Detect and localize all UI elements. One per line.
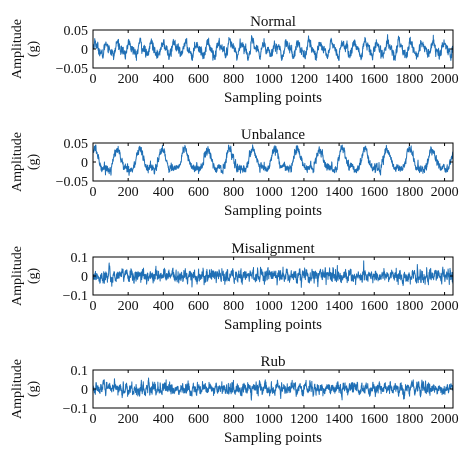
x-tick-label: 1800 bbox=[395, 412, 423, 427]
x-tick-label: 1400 bbox=[325, 185, 353, 200]
x-tick-label: 1800 bbox=[395, 72, 423, 87]
y-axis-label: Amplitude bbox=[10, 132, 25, 192]
subplot-title: Misalignment bbox=[231, 241, 315, 257]
x-tick-label: 1200 bbox=[290, 185, 318, 200]
x-tick-label: 1400 bbox=[325, 299, 353, 314]
y-tick-label: 0 bbox=[81, 43, 88, 58]
subplot-title: Rub bbox=[260, 354, 285, 370]
x-tick-label: 0 bbox=[90, 72, 97, 87]
y-tick-label: 0.05 bbox=[64, 137, 89, 152]
x-tick-label: 600 bbox=[188, 185, 209, 200]
y-tick-label: −0.1 bbox=[63, 402, 88, 417]
y-axis-label: Amplitude bbox=[10, 19, 25, 79]
y-tick-label: 0.1 bbox=[71, 251, 89, 266]
x-tick-label: 800 bbox=[223, 72, 244, 87]
x-tick-label: 1400 bbox=[325, 412, 353, 427]
signal-line bbox=[92, 144, 454, 176]
y-tick-label: −0.05 bbox=[56, 175, 88, 190]
x-tick-label: 2000 bbox=[431, 412, 459, 427]
x-tick-label: 1600 bbox=[360, 185, 388, 200]
subplot-title: Unbalance bbox=[241, 127, 305, 143]
x-tick-label: 1200 bbox=[290, 72, 318, 87]
x-tick-label: 0 bbox=[90, 185, 97, 200]
y-axis-label: Amplitude bbox=[10, 246, 25, 306]
x-tick-label: 800 bbox=[223, 299, 244, 314]
subplot-normal: Normal 0 200 400 600 800 1000 1200 1400 1600 1800 2… bbox=[10, 14, 459, 106]
x-tick-label: 200 bbox=[118, 72, 139, 87]
x-tick-label: 0 bbox=[90, 412, 97, 427]
y-tick-label: −0.1 bbox=[63, 289, 88, 304]
x-tick-label: 1600 bbox=[360, 72, 388, 87]
x-tick-label: 200 bbox=[118, 299, 139, 314]
x-tick-label: 1600 bbox=[360, 412, 388, 427]
x-tick-label: 200 bbox=[118, 185, 139, 200]
x-tick-label: 800 bbox=[223, 412, 244, 427]
signal-line bbox=[92, 377, 454, 401]
x-tick-label: 400 bbox=[153, 185, 174, 200]
y-axis-label: Amplitude bbox=[10, 359, 25, 419]
x-tick-label: 1000 bbox=[255, 72, 283, 87]
x-tick-label: 1000 bbox=[255, 185, 283, 200]
y-tick-label: 0.05 bbox=[64, 24, 89, 39]
subplot-rub: Rub 0 200 400 600 800 1000 1200 1400 1600 1800 2000… bbox=[10, 354, 459, 446]
x-tick-label: 1600 bbox=[360, 299, 388, 314]
x-tick-label: 800 bbox=[223, 185, 244, 200]
x-axis-label: Sampling points bbox=[224, 203, 322, 219]
x-tick-label: 200 bbox=[118, 412, 139, 427]
x-tick-label: 1800 bbox=[395, 299, 423, 314]
signal-line bbox=[92, 260, 454, 288]
x-tick-label: 1000 bbox=[255, 412, 283, 427]
y-axis-unit: (g) bbox=[26, 154, 41, 171]
x-tick-label: 400 bbox=[153, 412, 174, 427]
x-tick-label: 400 bbox=[153, 299, 174, 314]
x-tick-label: 0 bbox=[90, 299, 97, 314]
x-tick-label: 1800 bbox=[395, 185, 423, 200]
x-axis-label: Sampling points bbox=[224, 90, 322, 106]
plot-frame bbox=[92, 142, 454, 182]
x-axis-label: Sampling points bbox=[224, 317, 322, 333]
y-tick-label: 0 bbox=[81, 383, 88, 398]
subplot-unbalance: Unbalance 0 200 400 600 800 1000 1200 1400 1600 18… bbox=[10, 127, 459, 219]
x-tick-label: 600 bbox=[188, 72, 209, 87]
x-tick-label: 1200 bbox=[290, 412, 318, 427]
x-tick-label: 600 bbox=[188, 299, 209, 314]
y-tick-label: 0.1 bbox=[71, 364, 89, 379]
signal-line bbox=[92, 34, 454, 61]
x-tick-label: 2000 bbox=[431, 185, 459, 200]
y-axis-unit: (g) bbox=[26, 381, 41, 398]
y-axis-unit: (g) bbox=[26, 268, 41, 285]
y-tick-label: 0 bbox=[81, 270, 88, 285]
subplot-misalignment: Misalignment 0 200 400 600 800 1000 1200 1400 160… bbox=[10, 241, 459, 333]
x-tick-label: 1400 bbox=[325, 72, 353, 87]
x-tick-label: 2000 bbox=[431, 72, 459, 87]
x-tick-label: 400 bbox=[153, 72, 174, 87]
y-axis-unit: (g) bbox=[26, 41, 41, 58]
x-tick-label: 2000 bbox=[431, 299, 459, 314]
y-tick-label: 0 bbox=[81, 156, 88, 171]
x-tick-label: 1000 bbox=[255, 299, 283, 314]
x-tick-label: 600 bbox=[188, 412, 209, 427]
subplot-title: Normal bbox=[250, 14, 296, 30]
y-tick-label: −0.05 bbox=[56, 62, 88, 77]
x-tick-label: 1200 bbox=[290, 299, 318, 314]
x-axis-label: Sampling points bbox=[224, 430, 322, 446]
